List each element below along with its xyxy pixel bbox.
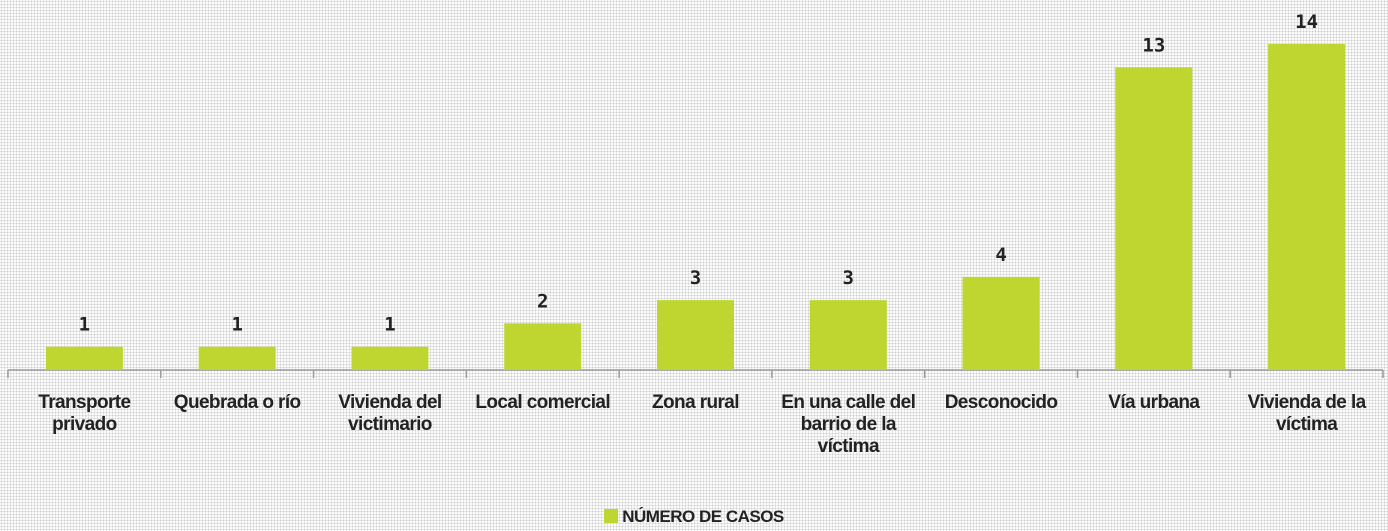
value-label: 2: [537, 290, 548, 312]
bar: [1268, 44, 1346, 370]
value-label: 13: [1142, 34, 1165, 56]
x-tick-label: Desconocido: [944, 392, 1058, 413]
x-tick-label: Vía urbana: [1108, 392, 1200, 413]
bar: [351, 346, 429, 370]
x-tick-label: En una calle del barrio de la víctima: [781, 392, 916, 457]
x-tick-label: Quebrada o río: [173, 392, 301, 413]
bar: [45, 346, 123, 370]
x-tick-label: Local comercial: [475, 392, 611, 413]
x-tick-label: Zona rural: [652, 392, 740, 413]
value-label: 3: [690, 267, 701, 289]
value-label: 14: [1295, 11, 1318, 33]
value-label: 1: [79, 314, 90, 336]
value-label: 3: [843, 267, 854, 289]
bar: [1115, 67, 1193, 371]
value-label: 1: [384, 314, 395, 336]
legend: NÚMERO DE CASOS: [0, 507, 1388, 527]
bar: [809, 300, 887, 370]
x-tick-label: Vivienda del victimario: [338, 392, 442, 435]
legend-label: NÚMERO DE CASOS: [622, 507, 784, 526]
bar: [504, 323, 582, 370]
bar: [962, 276, 1040, 370]
value-label: 4: [995, 244, 1006, 266]
bar: [198, 346, 276, 370]
value-label: 1: [231, 314, 242, 336]
bar: [657, 300, 734, 370]
legend-swatch: [604, 509, 619, 523]
x-tick-label: Transporte privado: [38, 392, 131, 435]
x-tick-label: Vivienda de la víctima: [1247, 392, 1367, 435]
